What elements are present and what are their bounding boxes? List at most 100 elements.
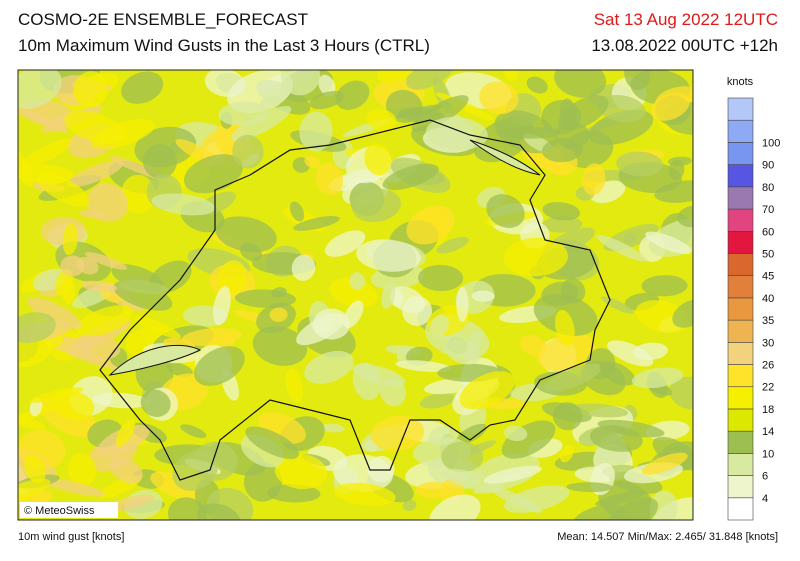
wind-patch xyxy=(570,403,628,418)
title: COSMO-2E ENSEMBLE_FORECAST xyxy=(18,10,308,29)
footer-right: Mean: 14.507 Min/Max: 2.465/ 31.848 [kno… xyxy=(557,531,778,543)
map xyxy=(18,70,693,520)
wind-patch xyxy=(232,134,264,169)
wind-patch xyxy=(299,111,333,152)
wind-patch xyxy=(27,297,82,329)
wind-patch xyxy=(441,441,484,473)
wind-patch xyxy=(151,193,215,216)
color-swatch xyxy=(727,386,754,410)
wind-patch xyxy=(291,254,316,281)
wind-patch xyxy=(285,368,304,403)
wind-patch xyxy=(304,155,321,169)
wind-patch xyxy=(230,105,292,142)
wind-patch xyxy=(73,334,121,361)
legend-label: 50 xyxy=(762,248,774,260)
wind-patch xyxy=(364,143,392,176)
wind-patch xyxy=(486,194,525,228)
wind-patch xyxy=(296,313,346,346)
wind-patch xyxy=(36,172,90,207)
lake xyxy=(108,344,202,376)
legend-label: 18 xyxy=(762,404,774,416)
wind-patch xyxy=(81,280,117,293)
color-swatch xyxy=(727,497,754,521)
wind-patch xyxy=(280,70,321,96)
color-swatch xyxy=(727,186,754,210)
wind-patch xyxy=(558,95,609,131)
wind-patch xyxy=(180,424,207,439)
wind-patch xyxy=(559,444,574,463)
wind-patch xyxy=(335,80,370,110)
wind-patch xyxy=(334,482,396,506)
wind-patch xyxy=(243,461,283,502)
wind-patch xyxy=(343,300,364,329)
wind-patch xyxy=(234,289,296,308)
wind-patch xyxy=(21,138,75,168)
wind-patch xyxy=(213,286,231,326)
wind-patch xyxy=(73,71,109,108)
wind-patch xyxy=(324,230,366,257)
legend-label: 90 xyxy=(762,160,774,172)
wind-patch xyxy=(541,216,583,233)
wind-patch xyxy=(377,70,415,83)
wind-patch xyxy=(428,425,459,446)
wind-patch xyxy=(555,309,575,346)
copyright-box xyxy=(20,502,118,518)
wind-patch xyxy=(259,96,281,110)
wind-patch xyxy=(641,275,688,297)
wind-patch xyxy=(672,299,693,328)
wind-patch xyxy=(654,180,693,203)
color-swatch xyxy=(727,430,754,454)
wind-patch xyxy=(651,92,690,121)
legend-label: 40 xyxy=(762,293,774,305)
wind-patch xyxy=(596,234,647,262)
color-swatch xyxy=(727,142,754,165)
wind-patch xyxy=(552,402,583,431)
wind-patch xyxy=(133,315,181,339)
color-swatch xyxy=(727,297,754,321)
wind-patch xyxy=(134,126,197,168)
wind-patch xyxy=(116,418,136,447)
wind-patch xyxy=(18,70,62,109)
wind-patch xyxy=(669,376,693,410)
legend-label: 14 xyxy=(762,426,774,438)
legend-unit: knots xyxy=(727,76,754,88)
wind-patch xyxy=(406,205,455,245)
wind-patch xyxy=(329,277,378,308)
border xyxy=(99,119,611,481)
wind-patch xyxy=(293,215,340,231)
wind-patch xyxy=(318,74,336,97)
lake xyxy=(469,139,541,176)
color-swatch xyxy=(727,253,754,276)
wind-patch xyxy=(356,239,421,272)
wind-patch xyxy=(321,423,345,433)
wind-patch xyxy=(526,76,548,94)
wind-patch xyxy=(471,290,495,302)
wind-patch xyxy=(92,392,149,409)
wind-patch xyxy=(333,454,394,492)
wind-patch xyxy=(633,342,669,361)
wind-patch xyxy=(352,362,382,401)
wind-patch xyxy=(406,70,456,90)
wind-patch xyxy=(536,333,596,371)
legend-label: 30 xyxy=(762,337,774,349)
wind-patch xyxy=(395,360,451,372)
valid-time: Sat 13 Aug 2022 12UTC xyxy=(594,10,778,29)
legend-label: 60 xyxy=(762,226,774,238)
wind-patch xyxy=(599,361,636,386)
wind-patch xyxy=(597,95,646,123)
legend-label: 22 xyxy=(762,382,774,394)
wind-patch xyxy=(18,478,51,505)
wind-patch xyxy=(395,104,443,118)
wind-patch xyxy=(402,499,417,511)
wind-patch xyxy=(304,350,354,384)
wind-patch xyxy=(455,423,487,445)
wind-patch xyxy=(479,81,519,115)
wind-patch xyxy=(503,485,570,513)
color-swatch xyxy=(727,319,754,343)
legend-label: 45 xyxy=(762,271,774,283)
wind-patch xyxy=(542,201,581,221)
wind-patch xyxy=(597,419,665,438)
footer-left: 10m wind gust [knots] xyxy=(18,531,124,543)
wind-patch xyxy=(389,286,426,314)
wind-patch xyxy=(62,223,78,256)
